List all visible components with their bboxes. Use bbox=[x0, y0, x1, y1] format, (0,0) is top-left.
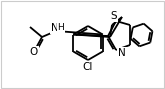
Text: N: N bbox=[51, 23, 59, 33]
Text: H: H bbox=[58, 23, 64, 32]
Text: N: N bbox=[118, 48, 126, 58]
Text: Cl: Cl bbox=[83, 62, 93, 72]
Text: S: S bbox=[111, 11, 117, 21]
Text: O: O bbox=[30, 47, 38, 57]
